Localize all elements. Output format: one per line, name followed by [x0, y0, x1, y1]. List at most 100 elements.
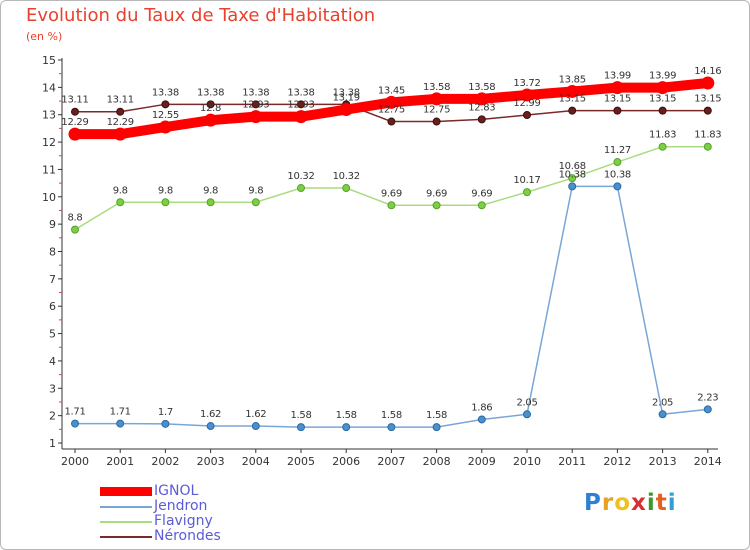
data-point-jendron — [523, 410, 531, 419]
data-point-nerondes — [703, 106, 712, 115]
legend-label-ignol: IGNOL — [154, 483, 199, 499]
data-label-flavigny: 8.8 — [67, 213, 82, 224]
data-label-nerondes: 13.38 — [242, 87, 269, 98]
data-label-jendron: 1.86 — [471, 402, 492, 413]
data-point-ignol — [610, 81, 624, 95]
data-label-jendron: 1.62 — [245, 409, 266, 420]
data-label-ignol: 12.29 — [61, 117, 88, 128]
chart-title: Evolution du Taux de Taxe d'Habitation — [26, 5, 376, 26]
logo-letter: o — [614, 490, 632, 516]
x-tick-label: 2007 — [377, 455, 405, 468]
data-label-ignol: 13.58 — [423, 82, 450, 93]
logo-letter: i — [646, 490, 656, 516]
data-label-nerondes: 13.38 — [152, 87, 179, 98]
data-point-flavigny — [251, 198, 260, 207]
data-point-flavigny — [342, 184, 351, 193]
logo-letter: x — [631, 490, 647, 516]
x-tick-label: 2008 — [423, 455, 451, 468]
y-tick-label: 3 — [49, 382, 56, 395]
legend-swatch-jendron — [100, 506, 152, 508]
data-label-flavigny: 11.83 — [694, 130, 721, 141]
data-point-nerondes — [432, 117, 441, 126]
y-tick-label: 10 — [42, 191, 56, 204]
data-label-flavigny: 10.68 — [559, 161, 586, 172]
data-point-ignol — [701, 76, 715, 90]
data-point-ignol — [384, 95, 398, 109]
data-label-jendron: 10.38 — [559, 169, 586, 180]
data-label-flavigny: 10.17 — [513, 175, 540, 186]
data-point-nerondes — [523, 110, 531, 119]
data-label-flavigny: 9.8 — [113, 185, 128, 196]
data-point-ignol — [249, 110, 263, 124]
data-label-nerondes: 13.11 — [61, 95, 88, 106]
data-point-ignol — [68, 127, 82, 141]
data-point-nerondes — [161, 100, 170, 109]
data-point-flavigny — [658, 142, 667, 151]
data-point-nerondes — [658, 106, 667, 115]
data-label-nerondes: 12.75 — [378, 105, 405, 116]
x-tick-label: 2006 — [332, 455, 360, 468]
data-point-flavigny — [116, 198, 125, 207]
data-label-ignol: 12.8 — [200, 103, 221, 114]
data-point-ignol — [204, 113, 218, 127]
data-label-flavigny: 10.32 — [287, 171, 314, 182]
data-point-nerondes — [568, 106, 577, 115]
data-point-jendron — [568, 182, 577, 191]
data-label-nerondes: 13.15 — [649, 94, 676, 105]
data-label-ignol: 12.29 — [107, 117, 134, 128]
data-point-nerondes — [71, 107, 79, 116]
data-label-nerondes: 13.15 — [559, 94, 586, 105]
legend-label-nerondes: Nérondes — [154, 528, 221, 544]
data-label-nerondes: 13.15 — [694, 94, 721, 105]
data-label-nerondes: 13.11 — [107, 95, 134, 106]
data-label-ignol: 13.99 — [649, 71, 676, 82]
data-point-flavigny — [432, 201, 441, 210]
data-point-nerondes — [387, 117, 396, 126]
data-label-flavigny: 9.8 — [158, 185, 173, 196]
y-tick-label: 8 — [49, 246, 56, 259]
data-point-jendron — [297, 423, 305, 432]
data-label-jendron: 1.58 — [426, 410, 447, 421]
data-point-flavigny — [71, 225, 79, 234]
data-point-nerondes — [297, 100, 305, 109]
data-point-flavigny — [613, 158, 622, 167]
x-tick-label: 2005 — [287, 455, 315, 468]
y-tick-label: 7 — [49, 273, 56, 286]
x-tick-label: 2003 — [197, 455, 225, 468]
data-point-ignol — [520, 88, 534, 102]
data-label-flavigny: 9.69 — [381, 188, 402, 199]
x-tick-label: 2000 — [61, 455, 89, 468]
y-tick-label: 12 — [42, 136, 56, 149]
data-point-nerondes — [206, 100, 215, 109]
data-point-flavigny — [161, 198, 170, 207]
data-point-ignol — [113, 127, 127, 141]
data-label-flavigny: 9.8 — [203, 185, 218, 196]
y-tick-label: 4 — [49, 355, 56, 368]
data-label-ignol: 13.45 — [378, 85, 405, 96]
logo-letter: i — [667, 490, 677, 516]
data-label-nerondes: 13.38 — [287, 87, 314, 98]
data-label-ignol: 12.93 — [287, 100, 314, 111]
data-label-jendron: 10.38 — [604, 169, 631, 180]
data-point-jendron — [613, 182, 622, 191]
data-label-flavigny: 11.27 — [604, 145, 631, 156]
data-point-nerondes — [116, 107, 125, 116]
data-point-ignol — [475, 92, 489, 106]
data-label-jendron: 2.05 — [516, 397, 537, 408]
data-point-nerondes — [477, 115, 486, 124]
data-label-ignol: 14.16 — [694, 66, 721, 77]
data-point-jendron — [161, 419, 170, 428]
data-label-jendron: 1.71 — [64, 407, 85, 418]
x-tick-label: 2014 — [694, 455, 722, 468]
data-point-flavigny — [703, 142, 712, 151]
data-label-jendron: 2.23 — [697, 392, 718, 403]
x-tick-label: 2001 — [106, 455, 134, 468]
y-tick-label: 6 — [49, 300, 56, 313]
data-label-nerondes: 13.38 — [197, 87, 224, 98]
data-point-ignol — [158, 120, 172, 134]
data-point-flavigny — [387, 201, 396, 210]
legend-label-flavigny: Flavigny — [154, 513, 213, 529]
x-tick-label: 2004 — [242, 455, 270, 468]
logo-letter: t — [655, 490, 668, 516]
